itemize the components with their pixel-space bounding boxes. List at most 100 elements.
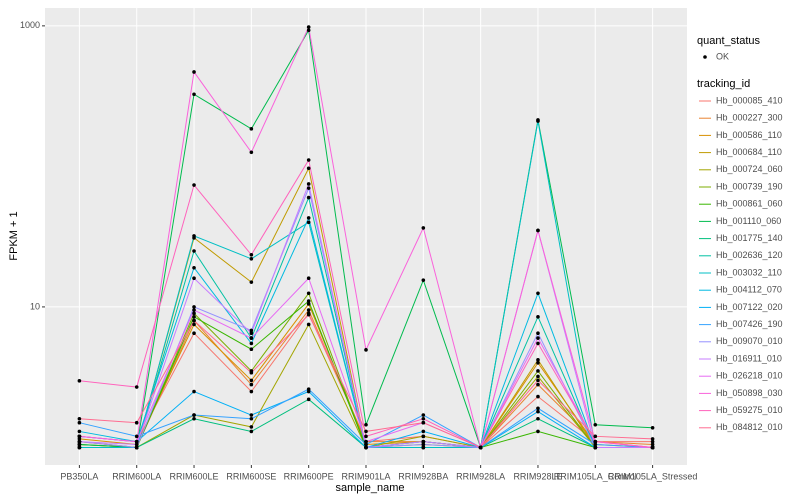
x-axis-title: sample_name [335, 482, 404, 494]
data-point [536, 331, 540, 336]
data-point [536, 409, 540, 414]
data-point [192, 331, 196, 336]
data-point [192, 265, 196, 270]
data-point [306, 25, 311, 29]
legend-label: Hb_000085_410 [716, 95, 783, 105]
legend-title: tracking_id [697, 78, 750, 90]
data-point [192, 305, 196, 309]
x-tick-label: RRIM600SE [226, 471, 276, 481]
data-point [192, 413, 196, 417]
data-point [249, 347, 254, 352]
data-point [421, 420, 426, 425]
data-point [192, 322, 196, 327]
data-point [249, 252, 254, 257]
data-point [77, 437, 82, 441]
data-point [421, 413, 426, 417]
legend-label: Hb_016911_010 [716, 353, 782, 363]
data-point [306, 158, 311, 162]
legend-label: Hb_001775_140 [716, 233, 783, 243]
data-point [536, 361, 540, 365]
data-point [536, 119, 540, 123]
legend-label: Hb_050898_030 [716, 388, 783, 398]
data-point [306, 216, 311, 220]
data-point [192, 389, 196, 394]
data-point [249, 341, 254, 346]
data-point [134, 420, 139, 425]
data-point [650, 439, 655, 444]
data-point [134, 434, 139, 439]
data-point [364, 445, 368, 450]
data-point [249, 425, 254, 429]
data-point [536, 429, 540, 434]
legend-label: Hb_009070_010 [716, 336, 783, 346]
data-point [364, 439, 368, 444]
legend-title: quant_status [697, 35, 760, 47]
data-point [306, 397, 311, 402]
data-point [536, 291, 540, 296]
x-tick-label: RRIM928LE [513, 471, 562, 481]
legend-label: Hb_000684_110 [716, 147, 782, 157]
data-point [134, 439, 139, 444]
data-point [306, 308, 311, 312]
data-point [192, 315, 196, 319]
data-point [536, 374, 540, 379]
data-point [192, 311, 196, 316]
data-point [536, 416, 540, 421]
data-point [306, 387, 311, 391]
data-point [364, 434, 368, 439]
data-point [421, 226, 426, 230]
data-point [478, 445, 483, 450]
data-point [536, 406, 540, 411]
data-point [249, 429, 254, 434]
data-point [364, 422, 368, 427]
data-point [249, 328, 254, 333]
data-point [306, 322, 311, 327]
x-tick-label: PB350LA [60, 471, 98, 481]
data-point [650, 425, 655, 430]
legend-key [703, 55, 707, 59]
data-point [134, 442, 139, 447]
data-point [77, 445, 82, 450]
data-point [77, 420, 82, 425]
data-point [249, 378, 254, 383]
data-point [593, 442, 598, 447]
data-point [421, 434, 426, 439]
y-axis-title: FPKM + 1 [8, 211, 20, 260]
data-point [593, 439, 598, 444]
data-point [306, 182, 311, 186]
data-point [306, 299, 311, 303]
legend-label: Hb_000724_060 [716, 164, 783, 174]
legend-label: Hb_007426_190 [716, 319, 783, 329]
legend-label: OK [716, 51, 729, 61]
x-tick-label: RRIM928LA [456, 471, 505, 481]
x-tick-label: RRIM901LA [341, 471, 390, 481]
x-tick-label: RRIM105LA_Control [554, 471, 637, 481]
data-point [421, 445, 426, 450]
data-point [306, 28, 311, 33]
x-tick-label: RRIM600LE [170, 471, 219, 481]
x-tick-label: RRIM600PE [284, 471, 334, 481]
data-point [249, 389, 254, 394]
data-point [77, 429, 82, 434]
data-point [421, 442, 426, 447]
legend-label: Hb_001110_060 [716, 216, 781, 226]
data-point [421, 429, 426, 434]
data-point [364, 442, 368, 447]
data-point [536, 315, 540, 319]
data-point [593, 445, 598, 450]
data-point [536, 358, 540, 362]
legend-label: Hb_000861_060 [716, 199, 783, 209]
data-point [77, 416, 82, 421]
data-point [306, 166, 311, 171]
data-point [364, 348, 368, 352]
data-point [650, 437, 655, 441]
data-point [192, 318, 196, 323]
data-point [536, 228, 540, 233]
legend-label: Hb_059275_010 [716, 405, 783, 415]
data-point [306, 220, 311, 225]
data-point [536, 382, 540, 387]
data-point [249, 416, 254, 421]
data-point [192, 249, 196, 253]
data-point [249, 256, 254, 261]
